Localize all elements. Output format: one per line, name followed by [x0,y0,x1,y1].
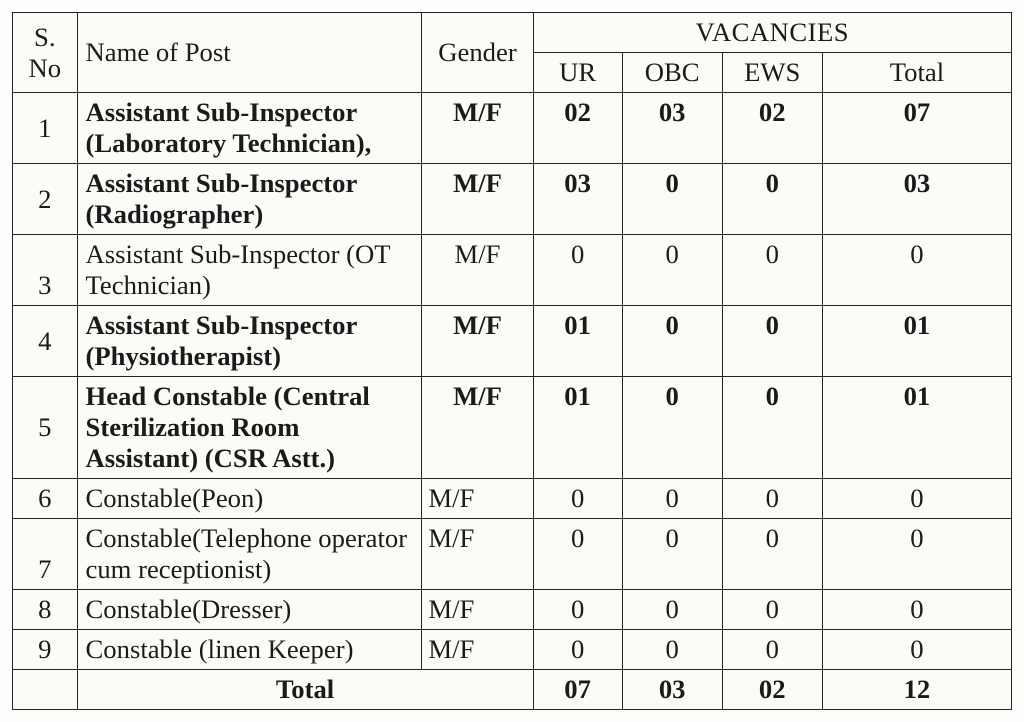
cell-gender: M/F [422,479,533,519]
cell-obc: 03 [622,93,722,164]
header-total: Total [822,53,1011,93]
header-row-1: S. No Name of Post Gender VACANCIES [13,13,1012,53]
cell-gender: M/F [422,590,533,630]
table-row: 5Head Constable (Central Sterilization R… [13,377,1012,479]
cell-ur: 0 [533,479,622,519]
cell-obc: 0 [622,630,722,670]
cell-gender: M/F [422,93,533,164]
table-row: 7Constable(Telephone operator cum recept… [13,519,1012,590]
cell-obc: 0 [622,479,722,519]
cell-ur: 0 [533,519,622,590]
cell-ews: 0 [722,479,822,519]
cell-total: 0 [822,519,1011,590]
cell-ur: 01 [533,306,622,377]
cell-name: Head Constable (Central Sterilization Ro… [77,377,422,479]
header-name: Name of Post [77,13,422,93]
cell-sno: 9 [13,630,78,670]
cell-ur: 02 [533,93,622,164]
cell-gender: M/F [422,164,533,235]
cell-ews: 02 [722,93,822,164]
cell-gender: M/F [422,377,533,479]
vacancies-table: S. No Name of Post Gender VACANCIES UR O… [12,12,1012,710]
totals-total: 12 [822,670,1011,710]
cell-ur: 0 [533,235,622,306]
cell-sno: 7 [13,519,78,590]
cell-gender: M/F [422,630,533,670]
totals-row: Total 07 03 02 12 [13,670,1012,710]
table-row: 3Assistant Sub-Inspector (OT Technician)… [13,235,1012,306]
cell-total: 0 [822,479,1011,519]
cell-sno: 6 [13,479,78,519]
cell-obc: 0 [622,377,722,479]
table-row: 1Assistant Sub-Inspector (Laboratory Tec… [13,93,1012,164]
totals-obc: 03 [622,670,722,710]
cell-obc: 0 [622,164,722,235]
cell-total: 07 [822,93,1011,164]
header-obc: OBC [622,53,722,93]
cell-name: Constable (linen Keeper) [77,630,422,670]
cell-gender: M/F [422,519,533,590]
table-body: 1Assistant Sub-Inspector (Laboratory Tec… [13,93,1012,670]
cell-ews: 0 [722,235,822,306]
table-row: 4Assistant Sub-Inspector (Physiotherapis… [13,306,1012,377]
cell-ur: 01 [533,377,622,479]
cell-ews: 0 [722,164,822,235]
cell-ur: 0 [533,590,622,630]
cell-name: Assistant Sub-Inspector (OT Technician) [77,235,422,306]
cell-ews: 0 [722,306,822,377]
cell-sno: 5 [13,377,78,479]
header-vacancies: VACANCIES [533,13,1011,53]
cell-total: 03 [822,164,1011,235]
cell-ews: 0 [722,519,822,590]
cell-obc: 0 [622,235,722,306]
cell-sno: 3 [13,235,78,306]
cell-name: Constable(Telephone operator cum recepti… [77,519,422,590]
totals-ews: 02 [722,670,822,710]
totals-sno-blank [13,670,78,710]
cell-sno: 2 [13,164,78,235]
totals-ur: 07 [533,670,622,710]
cell-ews: 0 [722,630,822,670]
totals-label: Total [77,670,533,710]
cell-total: 0 [822,590,1011,630]
cell-name: Assistant Sub-Inspector (Physiotherapist… [77,306,422,377]
cell-gender: M/F [422,235,533,306]
table-row: 2Assistant Sub-Inspector (Radiographer)M… [13,164,1012,235]
cell-obc: 0 [622,590,722,630]
cell-ur: 0 [533,630,622,670]
cell-name: Assistant Sub-Inspector (Radiographer) [77,164,422,235]
header-ur: UR [533,53,622,93]
cell-total: 01 [822,377,1011,479]
cell-sno: 4 [13,306,78,377]
cell-obc: 0 [622,306,722,377]
table-row: 9Constable (linen Keeper)M/F0000 [13,630,1012,670]
table-row: 6Constable(Peon)M/F0000 [13,479,1012,519]
cell-sno: 1 [13,93,78,164]
cell-name: Assistant Sub-Inspector (Laboratory Tech… [77,93,422,164]
cell-ews: 0 [722,590,822,630]
cell-total: 01 [822,306,1011,377]
cell-ur: 03 [533,164,622,235]
cell-gender: M/F [422,306,533,377]
header-ews: EWS [722,53,822,93]
table-footer: Total 07 03 02 12 [13,670,1012,710]
cell-total: 0 [822,235,1011,306]
cell-obc: 0 [622,519,722,590]
table-header: S. No Name of Post Gender VACANCIES UR O… [13,13,1012,93]
table-row: 8Constable(Dresser)M/F0000 [13,590,1012,630]
cell-name: Constable(Peon) [77,479,422,519]
header-gender: Gender [422,13,533,93]
header-sno: S. No [13,13,78,93]
cell-total: 0 [822,630,1011,670]
cell-name: Constable(Dresser) [77,590,422,630]
cell-ews: 0 [722,377,822,479]
cell-sno: 8 [13,590,78,630]
